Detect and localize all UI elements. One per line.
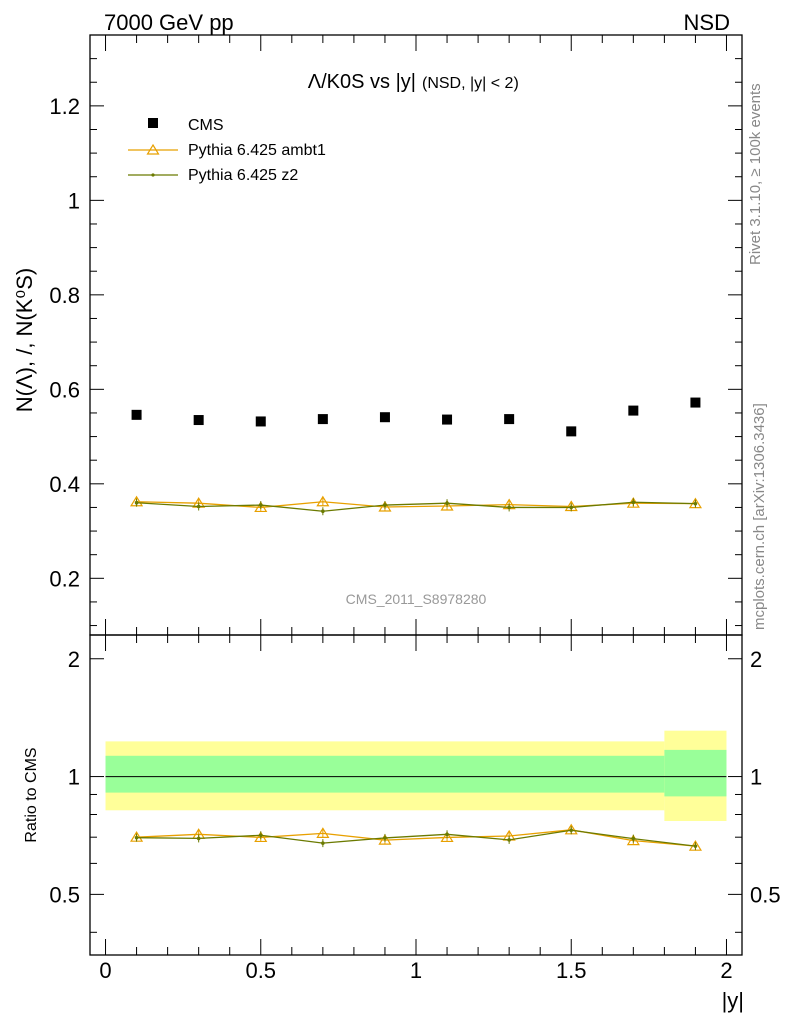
x-tick-label: 1	[410, 958, 422, 983]
data-point-cms	[442, 414, 453, 425]
ratio-series-line-1	[136, 829, 696, 847]
ratio-point-z2	[693, 844, 698, 848]
main-y-tick-label: 1	[68, 188, 80, 213]
x-tick-label: 0	[99, 958, 111, 983]
ratio-point-ambt1	[440, 831, 454, 843]
legend-label-cms: CMS	[188, 117, 224, 134]
ratio-y-tick-label-right: 1	[750, 765, 762, 790]
data-point-cms	[379, 412, 390, 423]
data-point-ambt1	[316, 495, 330, 507]
main-panel: 0.2 0.4 0.6 0.8 1 1.2	[49, 34, 743, 636]
energy-label: 7000 GeV pp	[104, 10, 234, 35]
data-point-cms	[504, 414, 515, 425]
data-point-cms	[690, 397, 701, 408]
mcplots-label: mcplots.cern.ch [arXiv:1306.3436]	[751, 403, 768, 630]
ratio-y-tick-label-right: 0.5	[750, 882, 781, 907]
x-tick-label: 0.5	[245, 958, 276, 983]
data-point-cms	[317, 414, 328, 425]
data-point-cms	[131, 409, 142, 420]
main-y-tick-label: 1.2	[49, 94, 80, 119]
ratio-point-ambt1	[316, 827, 330, 838]
process-label: NSD	[684, 10, 730, 35]
ratio-point-ambt1	[254, 831, 268, 843]
uncertainty-band-inner	[664, 749, 727, 797]
ratio-point-z2	[445, 832, 449, 837]
ratio-point-z2	[631, 836, 636, 841]
ratio-point-z2	[383, 836, 387, 840]
ratio-y-tick-label: 0.5	[49, 882, 80, 907]
legend-marker-ambt1	[146, 143, 160, 155]
legend: CMS Pythia 6.425 ambt1 Pythia 6.425 z2	[128, 117, 326, 184]
uncertainty-band-inner	[105, 755, 665, 793]
main-y-axis-label: N(Λ), /, N(K⁰S)	[12, 268, 37, 413]
data-point-z2	[196, 504, 201, 509]
data-point-z2	[631, 500, 636, 505]
data-point-z2	[258, 503, 263, 507]
data-point-z2	[321, 509, 325, 514]
ratio-frame	[89, 634, 743, 956]
data-point-z2	[134, 500, 139, 505]
ratio-point-z2	[507, 838, 511, 842]
ratio-point-ambt1	[378, 833, 392, 845]
legend-marker-z2	[151, 173, 155, 177]
x-axis-label: |y|	[722, 988, 744, 1013]
legend-label-ambt1: Pythia 6.425 ambt1	[188, 142, 326, 159]
ratio-y-tick-label-right: 2	[750, 647, 762, 672]
legend-label-z2: Pythia 6.425 z2	[188, 167, 298, 184]
series-line-2	[136, 501, 696, 512]
data-point-cms	[566, 426, 577, 437]
data-point-cms	[628, 405, 639, 416]
analysis-watermark: CMS_2011_S8978280	[346, 591, 487, 607]
ratio-y-axis-label: Ratio to CMS	[23, 747, 40, 842]
data-point-z2	[507, 505, 511, 510]
ratio-y-tick-label: 1	[68, 765, 80, 790]
ratio-point-z2	[321, 841, 325, 845]
ratio-series-line-0	[136, 829, 696, 847]
ratio-point-ambt1	[626, 834, 640, 846]
data-point-cms	[255, 416, 266, 427]
rivet-label: Rivet 3.1.10, ≥ 100k events	[747, 83, 764, 265]
ratio-point-z2	[196, 836, 201, 841]
data-point-ambt1	[254, 501, 268, 513]
ratio-y-tick-label: 2	[68, 647, 80, 672]
ratio-point-z2	[134, 835, 139, 840]
main-y-tick-label: 0.6	[49, 377, 80, 402]
data-point-z2	[693, 501, 698, 506]
legend-marker-cms	[148, 118, 158, 128]
data-point-z2	[383, 503, 387, 507]
x-tick-label: 1.5	[556, 958, 587, 983]
plot-title: Λ/K0S vs |y|	[308, 71, 416, 93]
ratio-panel: 0.5 0.5 1 1 2 2 0 0.5 1 1.5 2	[49, 634, 781, 983]
plot-subtitle: (NSD, |y| < 2)	[422, 75, 519, 92]
x-tick-label: 2	[720, 958, 732, 983]
data-point-cms	[193, 415, 204, 426]
data-point-z2	[569, 505, 574, 510]
main-y-tick-label: 0.4	[49, 472, 80, 497]
ratio-point-z2	[569, 828, 574, 833]
ratio-point-z2	[258, 833, 263, 838]
data-point-ambt1	[440, 499, 454, 511]
main-y-tick-label: 0.8	[49, 283, 80, 308]
data-point-ambt1	[378, 500, 392, 512]
main-y-tick-label: 0.2	[49, 566, 80, 591]
data-point-z2	[445, 501, 449, 505]
